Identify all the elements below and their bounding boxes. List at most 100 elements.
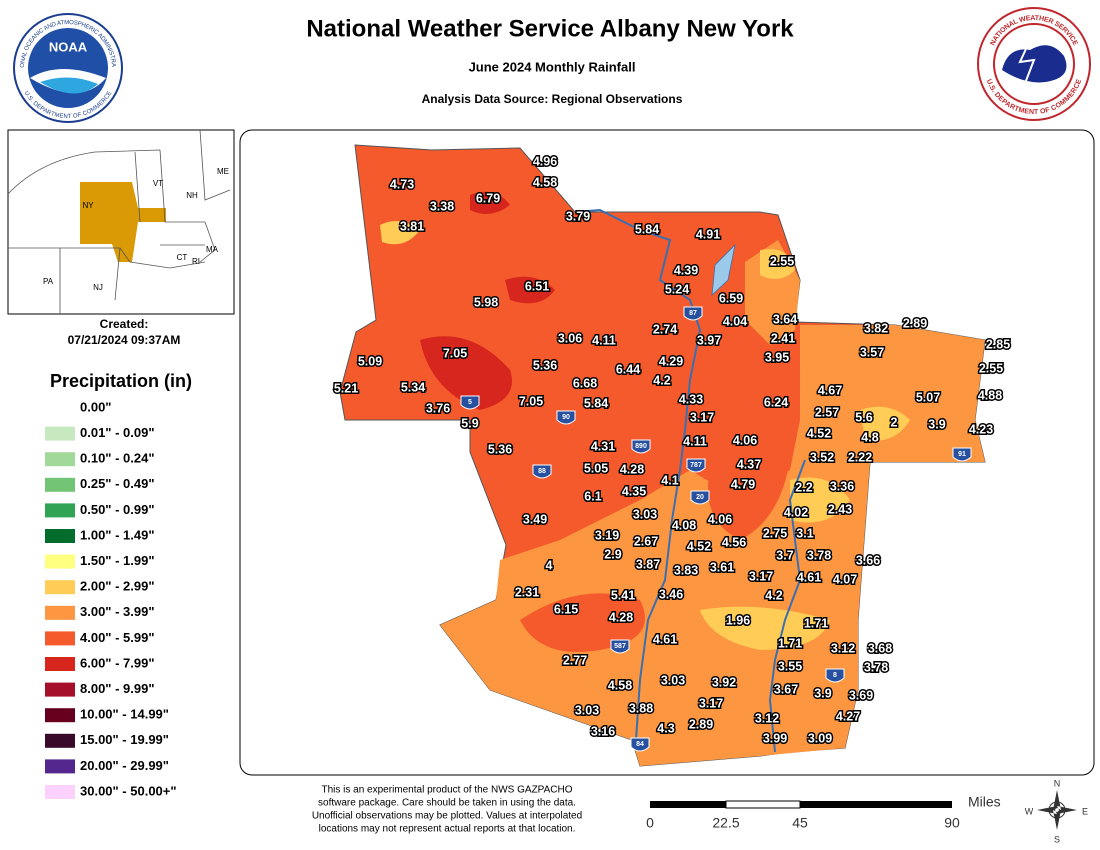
station-value: 3.49 bbox=[523, 512, 547, 526]
station-value: 2.55 bbox=[979, 361, 1003, 375]
compass-letter: E bbox=[1082, 806, 1088, 816]
station-value: 6.24 bbox=[764, 395, 788, 409]
created-label: Created: bbox=[100, 317, 149, 331]
legend-label: 4.00" - 5.99" bbox=[80, 630, 154, 645]
station-value: 3.03 bbox=[575, 703, 599, 717]
station-value: 6.44 bbox=[616, 362, 640, 376]
zone-2in bbox=[700, 606, 830, 650]
legend-label: 10.00" - 14.99" bbox=[80, 707, 169, 722]
station-value: 3.97 bbox=[697, 333, 721, 347]
station-value: 2.43 bbox=[828, 502, 852, 516]
station-value: 4.11 bbox=[683, 434, 707, 448]
interstate-number: 8 bbox=[833, 672, 837, 679]
interstate-shield bbox=[630, 737, 650, 752]
legend-swatch bbox=[45, 452, 75, 467]
zone-4in bbox=[520, 593, 645, 652]
inset-map bbox=[7, 129, 235, 315]
legend-swatch bbox=[45, 708, 75, 723]
zone-6in bbox=[420, 336, 512, 410]
legend-label: 20.00" - 29.99" bbox=[80, 758, 169, 773]
station-value: 7.05 bbox=[519, 394, 543, 408]
station-value: 3.68 bbox=[868, 641, 892, 655]
scale-tick-label: 90 bbox=[944, 815, 960, 831]
interstate-shield bbox=[683, 306, 703, 321]
station-value: 3.9 bbox=[928, 417, 945, 431]
station-value: 4.56 bbox=[722, 535, 746, 549]
interstate-shield bbox=[690, 490, 710, 505]
zone-4in bbox=[708, 452, 790, 540]
station-value: 4.31 bbox=[591, 439, 615, 453]
legend-swatch bbox=[45, 657, 75, 671]
inset-state-label: NH bbox=[186, 191, 198, 200]
station-value: 4.52 bbox=[687, 539, 711, 553]
station-value: 3.78 bbox=[864, 660, 888, 674]
zone-2in bbox=[860, 406, 910, 441]
station-value: 4.2 bbox=[765, 588, 782, 602]
legend-swatch bbox=[45, 580, 75, 595]
station-value: 3.88 bbox=[629, 701, 653, 715]
interstate-number: 787 bbox=[690, 462, 702, 469]
legend-swatch bbox=[45, 426, 75, 441]
legend-label: 1.50" - 1.99" bbox=[80, 553, 154, 568]
station-value: 4.1 bbox=[661, 473, 678, 487]
inset-state-label: NY bbox=[82, 201, 94, 210]
station-value: 3.12 bbox=[831, 641, 855, 655]
station-value: 2.74 bbox=[653, 322, 677, 336]
source: Analysis Data Source: Regional Observati… bbox=[422, 92, 683, 106]
station-value: 4.35 bbox=[622, 484, 646, 498]
interstate-number: 90 bbox=[562, 414, 570, 421]
station-value: 6.15 bbox=[554, 602, 578, 616]
legend: 0.00" 0.01" - 0.09" 0.10" - 0.24" 0.25" - 0… bbox=[45, 399, 177, 799]
station-value: 5.07 bbox=[916, 390, 940, 404]
legend-label: 2.00" - 2.99" bbox=[80, 579, 154, 594]
inset-state-label: MA bbox=[206, 245, 219, 254]
interstate-number: 587 bbox=[614, 643, 626, 650]
station-value: 4.67 bbox=[818, 383, 842, 397]
scale-tick-label: 45 bbox=[792, 815, 808, 831]
station-value: 2.31 bbox=[515, 585, 539, 599]
station-value: 3.17 bbox=[699, 696, 723, 710]
inset-state-label: RI bbox=[192, 257, 200, 266]
inset-state-label: NJ bbox=[93, 283, 103, 292]
station-value: 4.28 bbox=[620, 462, 644, 476]
station-value: 6.59 bbox=[719, 291, 743, 305]
station-value: 3.7 bbox=[776, 548, 793, 562]
station-value: 3.57 bbox=[860, 345, 884, 359]
station-value: 2.22 bbox=[848, 450, 872, 464]
zone-6in bbox=[505, 276, 555, 304]
stations: 4.73 3.38 6.79 4.96 4.58 3.81 3.79 5.84 4.91 2.55… bbox=[332, 153, 1012, 752]
interstate-shield bbox=[631, 439, 651, 454]
station-value: 3.06 bbox=[558, 331, 582, 345]
station-value: 5.98 bbox=[474, 295, 498, 309]
station-value: 2 bbox=[891, 415, 898, 429]
station-value: 5.6 bbox=[855, 410, 872, 424]
station-value: 3.03 bbox=[661, 673, 685, 687]
legend-swatch bbox=[45, 554, 75, 569]
station-value: 3.61 bbox=[710, 560, 734, 574]
disclaimer-line: This is an experimental product of the N… bbox=[321, 785, 572, 796]
station-value: 5.9 bbox=[461, 416, 478, 430]
nws-logo: NATIONAL WEATHER SERVICE U.S. DEPARTMENT… bbox=[977, 7, 1091, 121]
disclaimer-line: software package. Care should be taken i… bbox=[318, 798, 576, 809]
station-value: 3.99 bbox=[763, 731, 787, 745]
station-value: 3.36 bbox=[830, 479, 854, 493]
station-value: 4.39 bbox=[674, 263, 698, 277]
station-value: 2.89 bbox=[903, 316, 927, 330]
station-value: 3.69 bbox=[849, 688, 873, 702]
interstate-number: 91 bbox=[958, 451, 966, 458]
legend-label: 3.00" - 3.99" bbox=[80, 604, 154, 619]
station-value: 2.41 bbox=[771, 331, 795, 345]
station-value: 2.75 bbox=[763, 526, 787, 540]
station-value: 4.28 bbox=[609, 610, 633, 624]
station-value: 6.51 bbox=[525, 279, 549, 293]
lake bbox=[711, 243, 736, 297]
station-value: 5.34 bbox=[401, 380, 425, 394]
legend-swatch bbox=[45, 759, 75, 774]
scale-bar: Miles 0 22.5 45 90 bbox=[646, 794, 1001, 831]
station-value: 3.55 bbox=[778, 659, 802, 673]
station-value: 3.81 bbox=[400, 219, 424, 233]
inset-state-label: PA bbox=[43, 277, 54, 286]
station-value: 2.57 bbox=[815, 405, 839, 419]
disclaimer: This is an experimental product of the N… bbox=[312, 785, 582, 835]
station-value: 5.41 bbox=[611, 588, 635, 602]
